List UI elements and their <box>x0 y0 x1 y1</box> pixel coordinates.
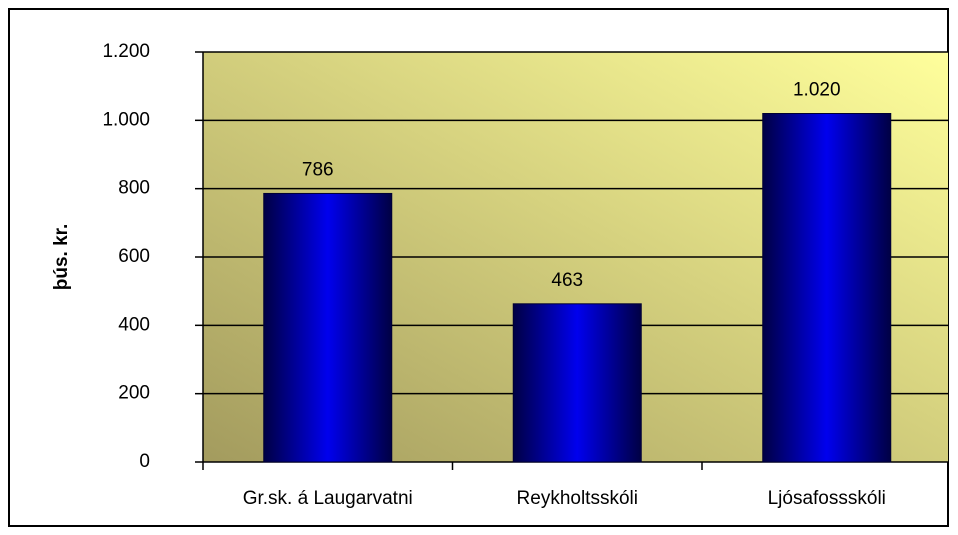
y-tick-label: 600 <box>118 246 150 267</box>
data-label: 786 <box>302 159 334 180</box>
y-tick-label: 200 <box>118 383 150 404</box>
y-tick-label: 1.000 <box>102 109 150 130</box>
y-tick-label: 400 <box>118 314 150 335</box>
bar <box>512 303 642 463</box>
y-tick-label: 800 <box>118 178 150 199</box>
y-tick-label: 0 <box>139 451 150 472</box>
y-axis-label: þús. kr. <box>51 224 72 291</box>
data-label: 1.020 <box>793 80 841 101</box>
x-tick-label: Reykholtsskóli <box>517 488 638 509</box>
x-tick-label: Gr.sk. á Laugarvatni <box>243 488 413 509</box>
bar <box>762 113 892 463</box>
x-tick-label: Ljósafossskóli <box>768 488 886 509</box>
bar <box>263 192 393 463</box>
data-label: 463 <box>551 270 583 291</box>
y-tick-label: 1.200 <box>102 41 150 62</box>
